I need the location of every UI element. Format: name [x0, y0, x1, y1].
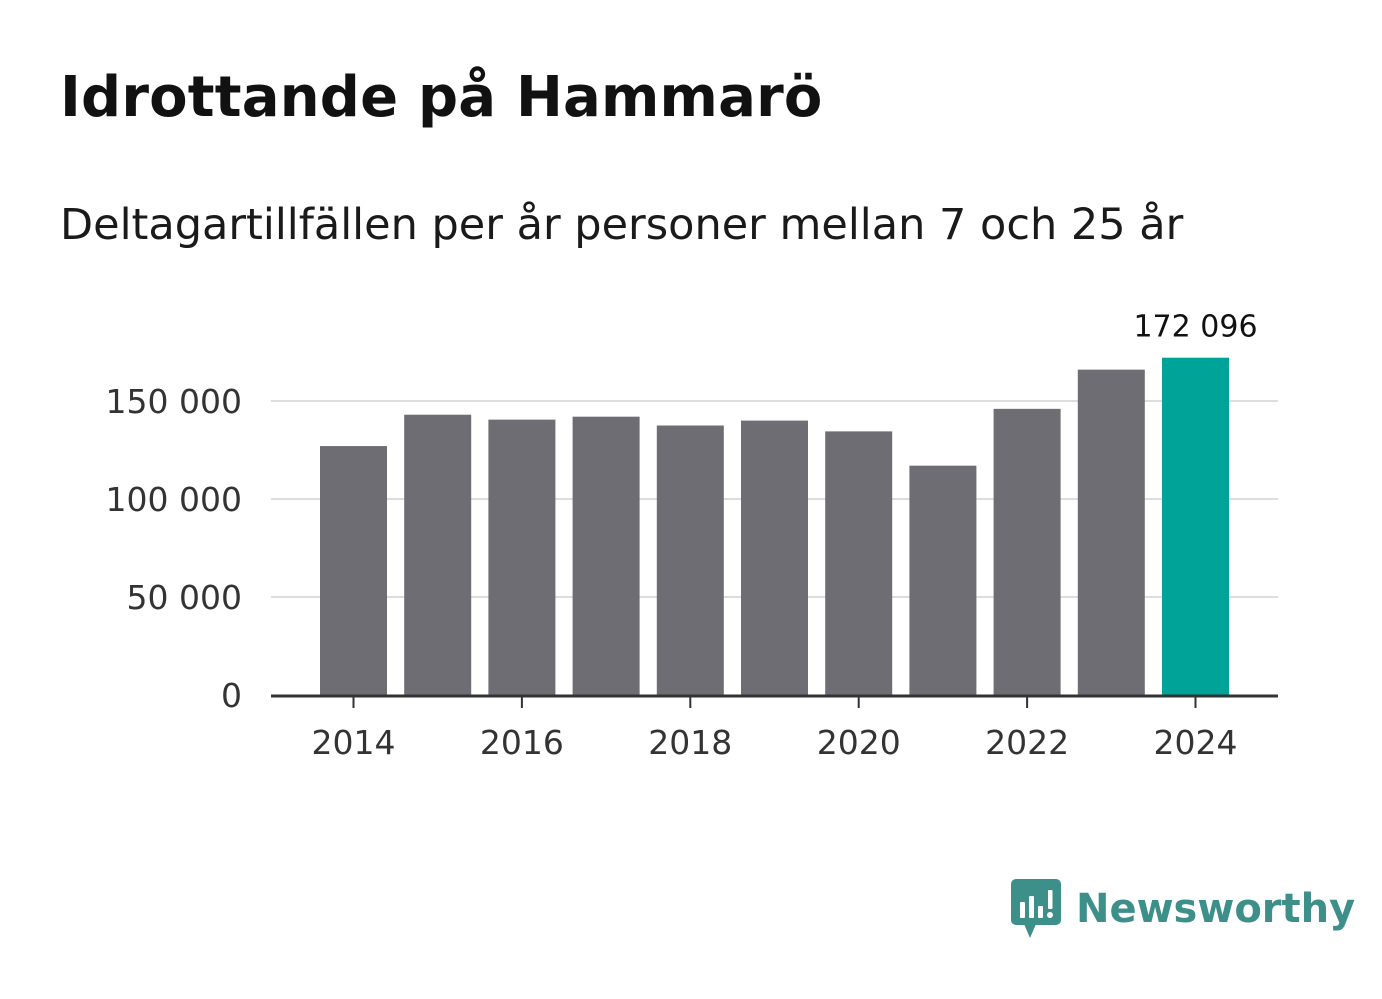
bar-2023	[1077, 369, 1145, 695]
bar-2018	[656, 425, 724, 695]
y-tick-label: 50 000	[127, 578, 242, 617]
chart-subtitle: Deltagartillfällen per år personer mella…	[60, 200, 1184, 250]
y-tick-label: 100 000	[106, 480, 242, 519]
bar-2024	[1162, 357, 1229, 695]
newsworthy-logo-icon	[1011, 879, 1061, 938]
labels: 0 50 000 100 000 150 000 2014 2016 2018 2020 202…	[106, 310, 1258, 762]
brand-logo: Newsworthy	[1010, 878, 1355, 940]
x-tick-label: 2016	[480, 723, 564, 762]
bar-2022	[993, 408, 1061, 695]
bar-2020	[825, 431, 893, 695]
x-tick-label: 2020	[817, 723, 901, 762]
bar-2016	[488, 419, 556, 695]
bar-2017	[572, 416, 640, 695]
bar-2015	[404, 414, 472, 695]
bar-2014	[320, 446, 387, 695]
x-tick-label: 2014	[312, 723, 396, 762]
x-tick-label: 2024	[1154, 723, 1238, 762]
x-tick-label: 2018	[648, 723, 732, 762]
y-tick-label: 150 000	[106, 382, 242, 421]
bar-2019	[741, 420, 808, 695]
bars	[320, 357, 1229, 695]
chart-title: Idrottande på Hammarö	[60, 65, 823, 130]
y-tick-label: 0	[221, 676, 242, 715]
x-tick-label: 2022	[985, 723, 1069, 762]
bar-2021	[909, 465, 977, 695]
x-axis	[271, 694, 1278, 708]
highlight-value-label: 172 096	[1133, 310, 1257, 345]
brand-name: Newsworthy	[1076, 886, 1356, 932]
